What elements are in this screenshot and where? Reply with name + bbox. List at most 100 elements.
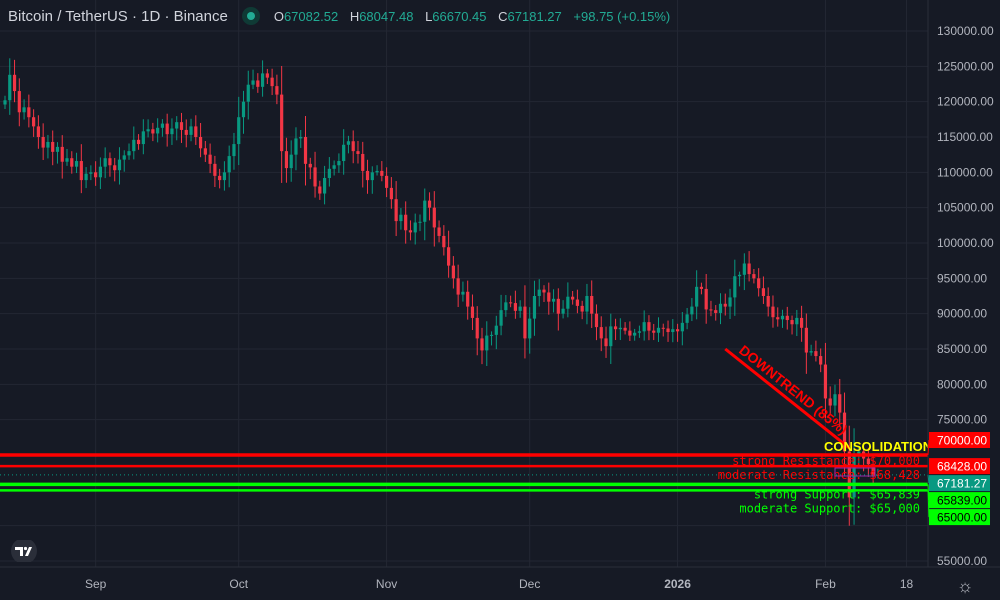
candle-body <box>208 154 212 164</box>
candle-body <box>661 327 665 329</box>
candle-body <box>437 227 441 236</box>
low-value: 66670.45 <box>432 8 487 24</box>
candle-body <box>313 167 317 187</box>
candle-body <box>571 296 575 300</box>
candle-body <box>537 289 541 296</box>
time-axis[interactable]: Sep Oct Nov Dec 2026 Feb 18 <box>0 566 1000 591</box>
consolidation-box <box>834 467 876 477</box>
candle-body <box>46 141 50 148</box>
candle-body <box>475 317 479 339</box>
price-tick-label: 80000.00 <box>937 377 987 391</box>
level-price-tag <box>929 458 990 475</box>
price-tick-label: 130000.00 <box>937 24 994 38</box>
open-value: 67082.52 <box>283 8 339 24</box>
candle-body <box>94 172 98 178</box>
candle-body <box>342 144 346 162</box>
candle-body <box>270 77 274 87</box>
candle-body <box>714 310 718 313</box>
candle-body <box>585 296 589 312</box>
candle-body <box>547 292 551 302</box>
price-tick-label: 55000.00 <box>937 554 987 568</box>
candle-body <box>718 303 723 313</box>
candle-body <box>599 327 603 339</box>
candle-body <box>346 141 351 145</box>
symbol-header: Bitcoin / TetherUS · 1D · Binance O67082… <box>8 6 678 26</box>
candle-body <box>103 158 107 167</box>
candle-body <box>256 80 260 87</box>
candle-body <box>728 297 732 307</box>
candle-body <box>857 451 861 455</box>
candle-body <box>36 126 40 137</box>
price-tick-label: 110000.00 <box>937 165 993 179</box>
candle-body <box>494 325 498 335</box>
candle-body <box>327 168 331 178</box>
candle-body <box>284 151 289 169</box>
candle-body <box>79 161 83 181</box>
price-tick-label: 125000.00 <box>937 59 994 73</box>
candle-body <box>690 306 694 315</box>
candle-body <box>771 306 775 318</box>
candle-body <box>12 74 17 92</box>
candle-body <box>814 351 818 357</box>
candle-body <box>542 289 546 293</box>
candle-body <box>70 158 74 167</box>
candle-body <box>623 327 627 331</box>
candle-body <box>828 398 832 406</box>
gear-icon[interactable]: ☼ <box>956 576 974 596</box>
candle-body <box>461 291 465 295</box>
candle-body <box>489 334 494 336</box>
candle-body <box>432 207 436 228</box>
candle-body <box>27 107 31 118</box>
candle-body <box>213 163 217 176</box>
candle-body <box>504 302 508 311</box>
candle-body <box>337 161 341 166</box>
candle-body <box>203 148 207 155</box>
candle-body <box>55 146 60 152</box>
low-label: L <box>425 8 433 24</box>
candle-body <box>685 314 689 323</box>
candle-body <box>747 263 751 275</box>
close-value: 67181.27 <box>507 8 562 24</box>
candle-body <box>799 317 804 328</box>
candle-body <box>265 73 269 78</box>
candle-body <box>761 288 766 296</box>
candle-body <box>518 306 522 311</box>
candle-body <box>509 302 513 304</box>
candle-body <box>74 161 79 167</box>
symbol-title[interactable]: Bitcoin / TetherUS · 1D · Binance <box>8 7 228 25</box>
candle-body <box>170 128 174 135</box>
candle-body <box>241 101 246 118</box>
candle-body <box>742 263 746 275</box>
tradingview-logo[interactable] <box>10 540 38 562</box>
candle-body <box>227 156 231 173</box>
candle-body <box>370 172 374 181</box>
candle-body <box>466 291 470 307</box>
downtrend-line <box>724 347 851 450</box>
ohlc-readout: O67082.52 H68047.48 L66670.45 C67181.27 … <box>274 9 678 24</box>
candles <box>3 58 880 526</box>
candle-body <box>394 199 398 222</box>
candle-body <box>823 364 828 399</box>
candle-body <box>251 80 255 85</box>
level-price-tag-label: 65000.00 <box>937 511 987 525</box>
candle-body <box>652 330 656 333</box>
candle-body <box>17 91 21 113</box>
candle-body <box>737 274 742 277</box>
consolidation-label: CONSOLIDATION <box>824 439 932 454</box>
candle-body <box>628 330 632 336</box>
level-price-tag-label: 65839.00 <box>937 494 987 508</box>
candle-body <box>637 331 642 333</box>
candle-body <box>590 296 594 314</box>
candle-body <box>842 412 847 452</box>
candle-body <box>609 326 613 347</box>
candle-body <box>766 296 770 307</box>
price-axis[interactable]: 130000.00 125000.00 120000.00 115000.00 1100… <box>927 0 1000 600</box>
candle-body <box>380 170 384 176</box>
candle-body <box>847 451 851 498</box>
candle-body <box>303 137 308 164</box>
candle-body <box>699 286 704 289</box>
candle-body <box>260 73 265 87</box>
candle-body <box>365 170 370 181</box>
market-open-dot-icon <box>241 7 260 25</box>
